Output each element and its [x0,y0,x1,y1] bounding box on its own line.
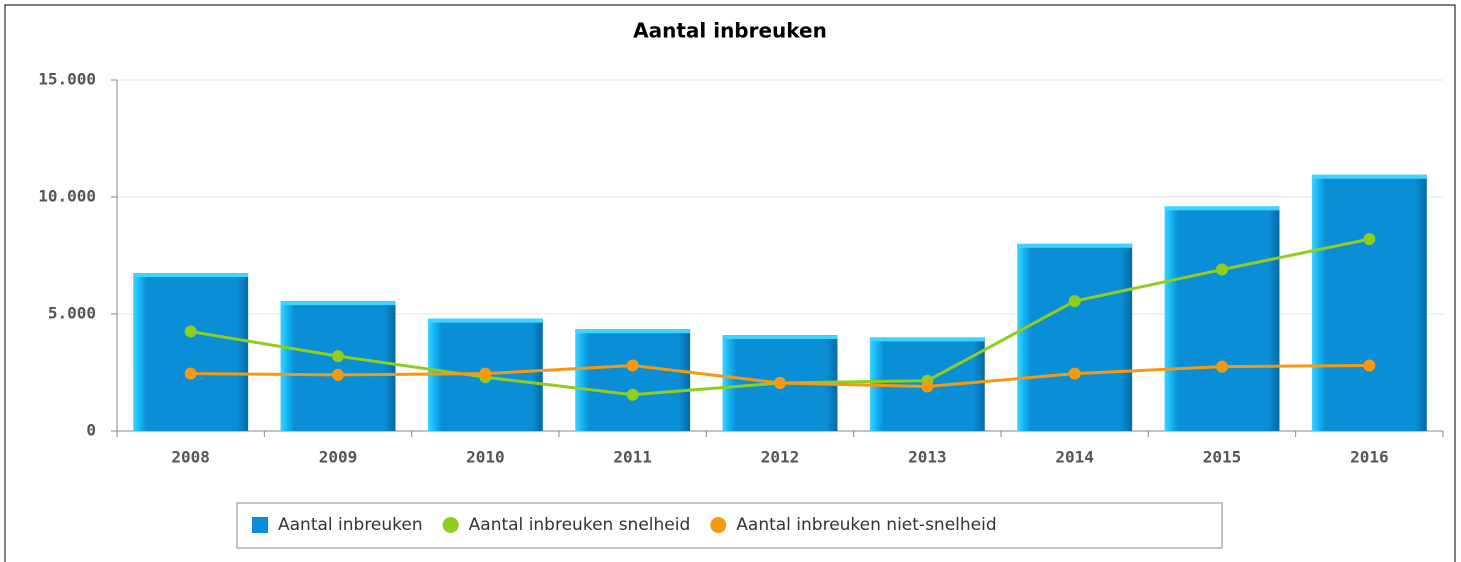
point [1068,367,1081,380]
bar-cap [280,301,396,306]
bar [133,273,249,431]
point [184,325,197,338]
bar-cap [427,318,543,323]
bar-cap [1311,174,1427,179]
point [626,359,639,372]
frame [4,4,1456,562]
legend-label: Aantal inbreuken [278,515,423,535]
point [332,350,344,363]
x-tick-label: 2009 [319,448,358,467]
point [332,368,344,381]
y-tick-label: 5.000 [48,304,96,323]
legend-label: Aantal inbreuken snelheid [469,515,691,535]
legend-marker [252,517,268,533]
point [774,377,786,390]
point [479,367,492,380]
chart-title: Aantal inbreuken [633,19,827,43]
y-tick-label: 0 [86,421,96,440]
bar-cap [869,337,985,342]
legend-marker [442,517,459,533]
x-tick-label: 2010 [466,448,505,467]
bar [280,301,396,431]
point [1216,263,1228,276]
x-tick-label: 2011 [613,448,652,467]
x-tick-label: 2015 [1203,448,1242,467]
bar-cap [1017,243,1133,248]
y-tick-label: 15.000 [38,70,96,89]
point [921,380,934,393]
bar-cap [1164,206,1280,211]
bar-cap [575,329,691,334]
point [1068,295,1081,308]
y-tick-label: 10.000 [38,187,96,206]
x-tick-label: 2012 [761,448,800,467]
bar [1164,206,1280,431]
legend-label: Aantal inbreuken niet-snelheid [736,515,996,535]
legend-marker [710,517,727,533]
x-tick-label: 2013 [908,448,947,467]
bar [575,329,691,431]
x-tick-label: 2016 [1350,448,1389,467]
x-tick-label: 2014 [1055,448,1094,467]
point [626,388,639,401]
bar-cap [133,273,249,278]
x-tick-label: 2008 [171,448,210,467]
point [1363,233,1376,246]
legend-box [236,502,1223,549]
point [1363,359,1376,372]
bar [1017,243,1133,431]
bar [1311,174,1427,431]
point [1216,360,1228,373]
point [184,367,197,380]
bar-cap [722,335,838,340]
